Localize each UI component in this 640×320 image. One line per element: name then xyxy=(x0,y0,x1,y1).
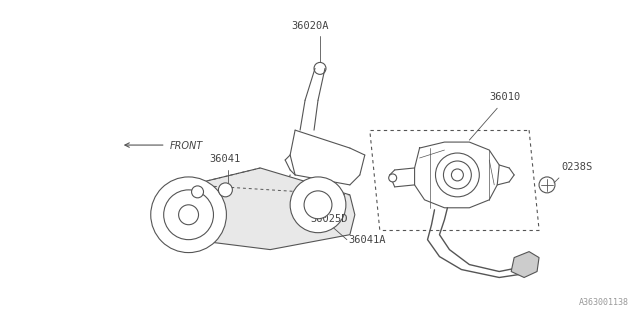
Text: 36041A: 36041A xyxy=(348,235,385,244)
Circle shape xyxy=(444,161,471,189)
Circle shape xyxy=(164,190,214,240)
Text: 36020A: 36020A xyxy=(291,20,329,31)
Circle shape xyxy=(191,186,204,198)
Text: FRONT: FRONT xyxy=(170,141,203,151)
Text: 36025D: 36025D xyxy=(310,214,348,224)
Circle shape xyxy=(388,174,397,182)
Text: 36041: 36041 xyxy=(210,154,241,164)
Circle shape xyxy=(290,177,346,233)
Circle shape xyxy=(304,191,332,219)
Circle shape xyxy=(218,183,232,197)
Text: A363001138: A363001138 xyxy=(579,298,628,307)
Circle shape xyxy=(151,177,227,252)
Text: 0238S: 0238S xyxy=(561,162,592,172)
Circle shape xyxy=(314,62,326,74)
Text: 36010: 36010 xyxy=(489,92,520,102)
Circle shape xyxy=(435,153,479,197)
Circle shape xyxy=(539,177,555,193)
Polygon shape xyxy=(175,168,355,250)
Polygon shape xyxy=(511,252,539,277)
Circle shape xyxy=(179,205,198,225)
Circle shape xyxy=(451,169,463,181)
